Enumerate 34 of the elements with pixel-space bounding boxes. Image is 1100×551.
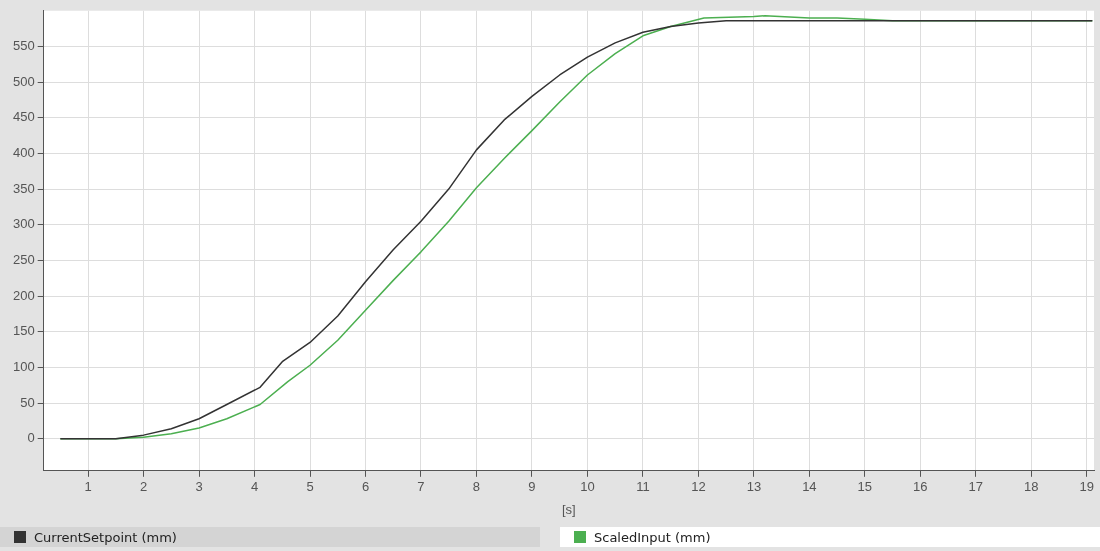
legend-label: CurrentSetpoint (mm) (34, 529, 177, 545)
x-tick-label: 7 (417, 479, 425, 495)
y-tick-label: 50 (20, 394, 35, 410)
y-tick-label: 250 (12, 251, 35, 267)
y-tick-label: 200 (12, 287, 35, 303)
x-tick-label: 17 (968, 479, 984, 495)
y-tick-label: 400 (12, 145, 35, 161)
x-tick-label: 16 (913, 479, 928, 495)
y-tick-label: 0 (27, 430, 35, 446)
x-tick-label: 19 (1079, 479, 1095, 495)
y-tick-label: 450 (12, 109, 35, 125)
x-tick-label: 9 (528, 479, 536, 495)
y-tick-label: 350 (12, 180, 35, 196)
x-tick-label: 14 (802, 479, 817, 495)
x-tick-label: 11 (636, 479, 650, 495)
y-tick-label: 150 (12, 323, 35, 339)
legend-label: ScaledInput (mm) (594, 529, 711, 545)
x-tick-label: 5 (306, 479, 314, 495)
x-tick-label: 13 (746, 479, 762, 495)
x-tick-label: 18 (1024, 479, 1039, 495)
x-tick-label: 1 (84, 479, 92, 495)
x-tick-label: 15 (857, 479, 873, 495)
x-tick-label: 4 (250, 479, 259, 495)
x-tick-label: 12 (691, 479, 706, 495)
x-tick-label: 10 (580, 479, 595, 495)
y-tick-label: 100 (12, 358, 35, 374)
x-tick-label: 6 (361, 479, 370, 495)
y-tick-label: 550 (12, 38, 35, 54)
x-tick-label: 3 (195, 479, 203, 495)
x-tick-label: 8 (472, 479, 481, 495)
x-tick-label: 2 (139, 479, 148, 495)
y-tick-label: 300 (12, 216, 35, 232)
x-axis-title: [s] (561, 501, 576, 517)
y-tick-label: 500 (12, 73, 35, 89)
